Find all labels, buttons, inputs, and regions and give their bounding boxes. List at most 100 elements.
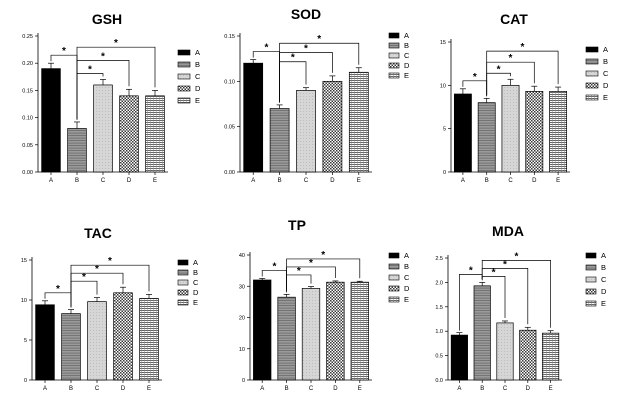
significance-label: * — [101, 51, 105, 62]
x-tick-label: C — [508, 178, 513, 184]
legend-label: A — [404, 251, 409, 260]
significance-bracket — [481, 260, 551, 328]
x-tick-label: D — [127, 178, 132, 184]
significance-label: * — [309, 258, 313, 269]
bar-a — [41, 68, 61, 173]
legend-swatch — [585, 94, 599, 101]
bar-d — [525, 91, 544, 173]
y-tick-label: 15 — [21, 258, 27, 264]
x-tick-label: E — [147, 386, 151, 392]
legend-swatch — [388, 72, 400, 79]
x-tick-label: A — [461, 178, 465, 184]
significance-label: * — [108, 256, 112, 267]
y-tick-label: 10 — [239, 347, 245, 353]
y-tick-label: 0.5 — [435, 354, 443, 360]
legend-label: D — [601, 287, 607, 296]
bar-a — [253, 279, 272, 381]
legend-label: D — [193, 288, 199, 297]
x-tick-label: B — [69, 386, 73, 392]
x-tick-label: B — [285, 386, 289, 392]
x-tick-label: D — [526, 386, 531, 392]
significance-label: * — [492, 267, 496, 278]
legend-label: B — [404, 262, 409, 271]
significance-label: * — [503, 259, 507, 270]
significance-label: * — [497, 64, 501, 75]
legend-swatch — [177, 85, 191, 92]
bar-c — [87, 301, 107, 381]
legend-label: C — [195, 72, 201, 81]
bar-d — [326, 281, 345, 381]
y-tick-label: 1.0 — [435, 329, 443, 335]
y-tick-label: 0.10 — [22, 116, 33, 122]
significance-label: * — [88, 65, 92, 76]
legend-label: E — [195, 96, 200, 105]
significance-label: * — [62, 46, 66, 57]
x-tick-label: E — [549, 386, 553, 392]
legend-swatch — [177, 61, 191, 68]
bar-b — [61, 313, 81, 381]
bar-b — [473, 285, 491, 381]
significance-label: * — [520, 42, 524, 53]
legend-swatch — [388, 296, 400, 303]
legend-label: E — [601, 299, 606, 308]
legend-swatch — [585, 276, 597, 283]
legend-label: D — [603, 81, 609, 90]
significance-label: * — [473, 72, 477, 83]
x-tick-label: C — [304, 178, 309, 184]
bar-a — [243, 62, 264, 173]
legend-label: C — [404, 51, 410, 60]
chart-title: CAT — [500, 11, 528, 27]
significance-label: * — [297, 266, 301, 277]
chart-title: TAC — [84, 225, 112, 241]
legend-label: A — [601, 251, 606, 260]
significance-bracket — [70, 264, 150, 307]
y-tick-label: 0.00 — [224, 170, 235, 176]
y-tick-label: 0.15 — [22, 88, 33, 94]
legend-swatch — [177, 49, 191, 56]
significance-label: * — [56, 284, 60, 295]
x-tick-label: C — [95, 386, 100, 392]
legend-swatch — [177, 259, 189, 266]
x-tick-label: B — [75, 178, 79, 184]
chart-title: GSH — [92, 11, 122, 27]
y-tick-label: 5 — [24, 338, 27, 344]
legend-swatch — [388, 52, 400, 59]
bar-b — [67, 128, 87, 173]
legend-swatch — [177, 299, 189, 306]
significance-label: * — [514, 251, 518, 262]
x-tick-label: A — [49, 178, 53, 184]
legend-swatch — [388, 32, 400, 39]
bar-c — [301, 288, 321, 381]
bar-c — [496, 322, 514, 381]
chart-title: SOD — [291, 6, 321, 22]
bar-e — [350, 281, 369, 381]
legend-swatch — [177, 279, 189, 286]
x-tick-label: C — [503, 386, 508, 392]
bar-e — [139, 298, 159, 381]
y-tick-label: 20 — [239, 316, 245, 322]
significance-label: * — [272, 261, 276, 272]
y-tick-label: 2.0 — [435, 280, 443, 286]
legend-label: C — [601, 275, 607, 284]
bar-a — [450, 334, 468, 381]
x-tick-label: B — [480, 386, 484, 392]
legend-swatch — [177, 269, 189, 276]
bar-c — [296, 90, 316, 173]
y-tick-label: 0.20 — [22, 61, 33, 67]
bar-d — [322, 80, 343, 173]
legend-label: D — [195, 84, 201, 93]
y-tick-label: 1.5 — [435, 305, 443, 311]
legend-swatch — [585, 288, 597, 295]
significance-bracket — [286, 258, 361, 292]
bar-e — [542, 332, 560, 381]
significance-label: * — [321, 250, 325, 261]
bar-a — [453, 93, 472, 173]
x-tick-label: D — [121, 386, 126, 392]
bar-e — [348, 71, 369, 173]
y-tick-label: 0.25 — [22, 34, 33, 40]
